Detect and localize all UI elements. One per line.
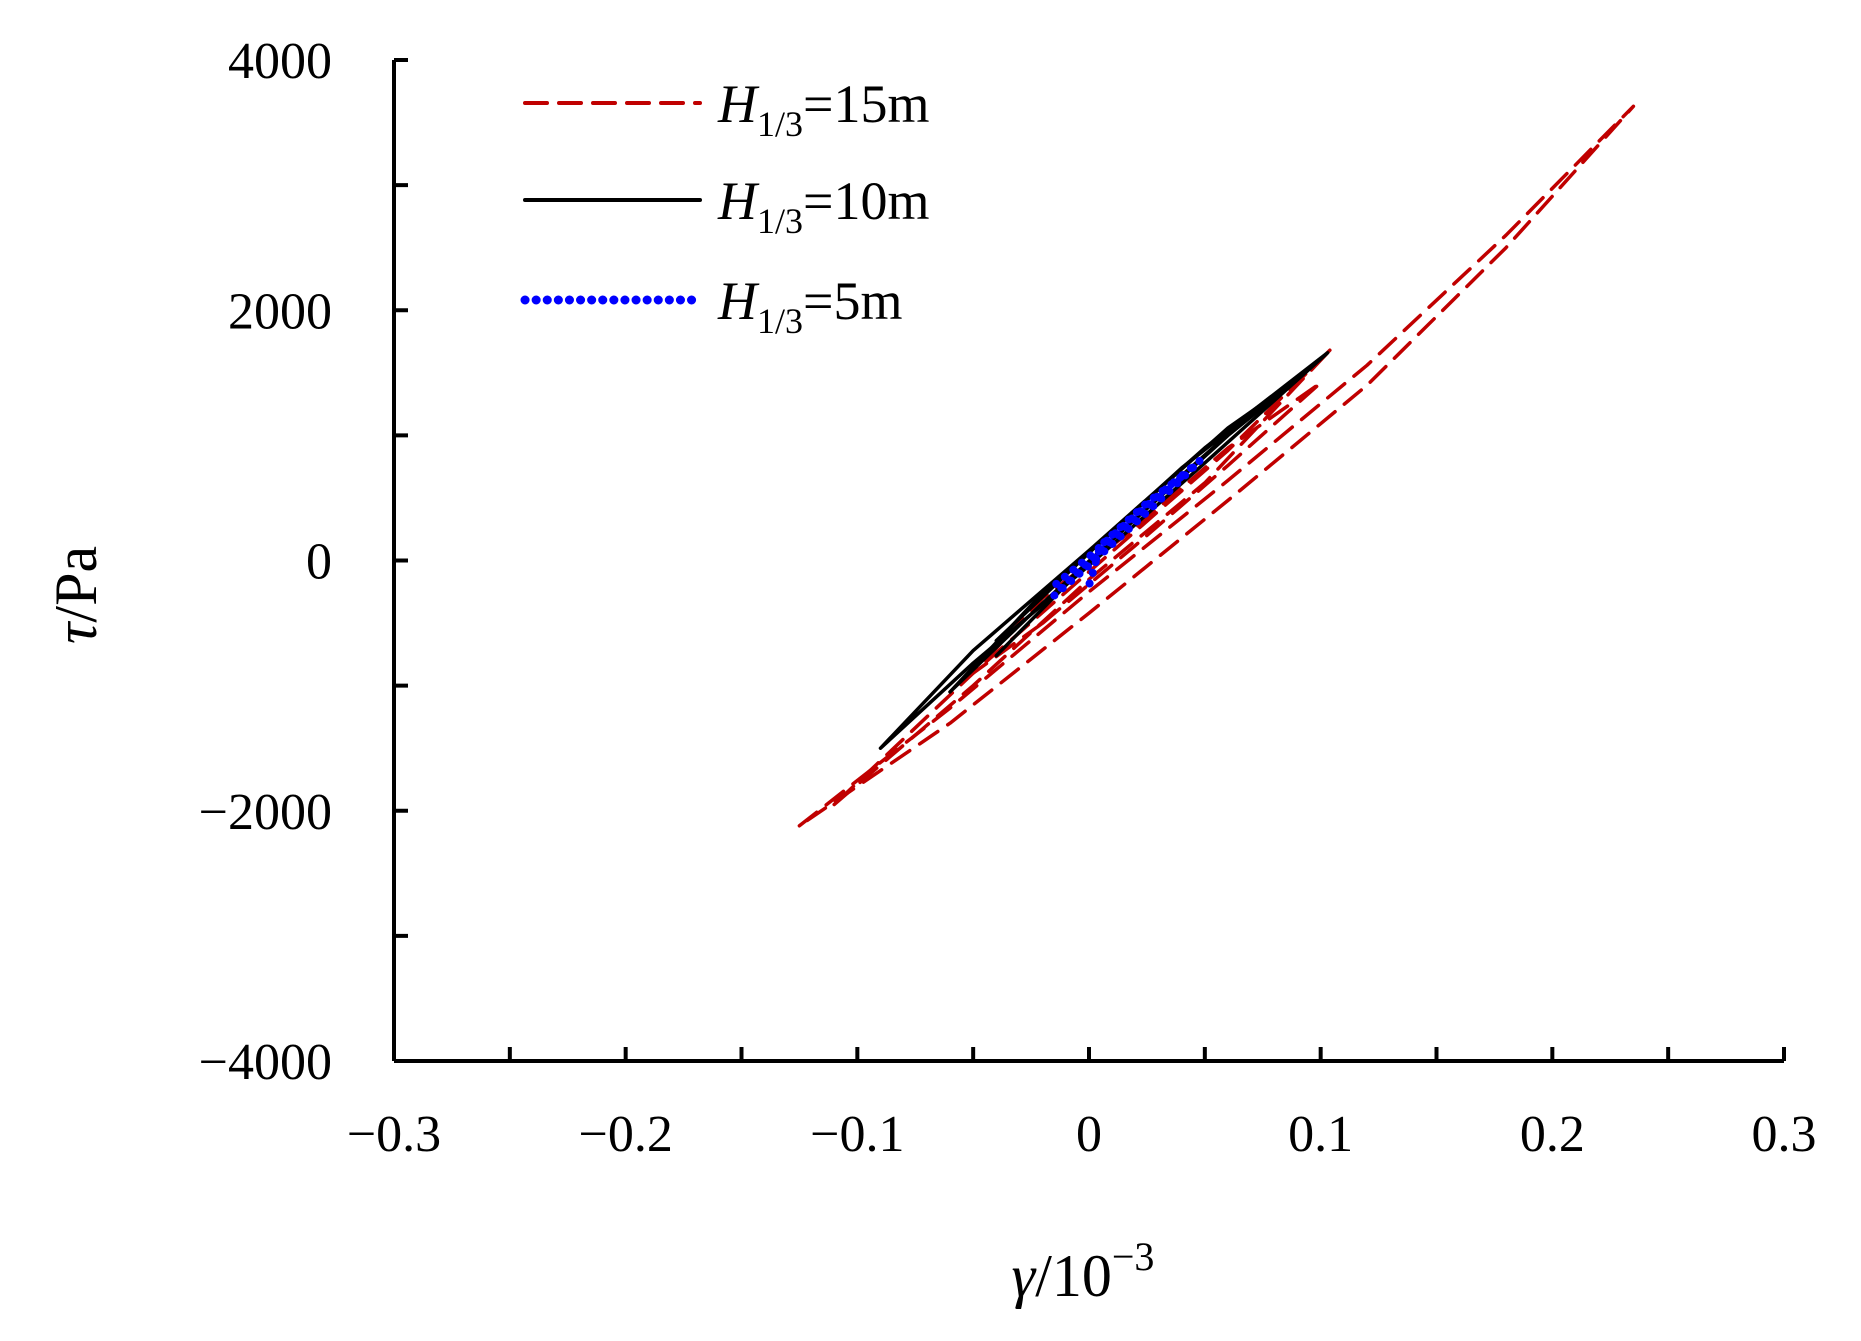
y-tick-label: 2000 [228,283,332,340]
y-tick-label: 0 [306,534,332,591]
series-layer [797,104,1636,828]
series-line [797,104,1636,828]
x-tick-label: 0.1 [1288,1106,1353,1163]
x-tick-label: 0 [1076,1106,1102,1163]
legend-label: H1/3=15m [717,74,929,144]
x-tick-label: 0.2 [1520,1106,1585,1163]
x-tick-label: −0.1 [810,1106,904,1163]
y-axis-title: τ/Pa [43,546,109,644]
legend-label: H1/3=5m [717,271,902,341]
x-axis-title: γ/10−3 [1012,1234,1155,1309]
y-tick-label: −4000 [199,1034,332,1091]
x-tick-label: −0.2 [579,1106,673,1163]
x-tick-label: −0.3 [347,1106,441,1163]
legend: H1/3=15m H1/3=10m H1/3=5m [520,74,929,341]
series-line [1057,468,1191,592]
legend-label: H1/3=10m [717,171,929,241]
y-tick-label: 4000 [228,33,332,90]
y-tick-label: −2000 [199,784,332,841]
ticks-layer: −0.3 −0.2 −0.1 0 0.1 0.2 0.3 −4000 −2000 0 2000 400… [199,33,1817,1163]
series-2 [1050,456,1205,600]
x-tick-label: 0.3 [1752,1106,1817,1163]
